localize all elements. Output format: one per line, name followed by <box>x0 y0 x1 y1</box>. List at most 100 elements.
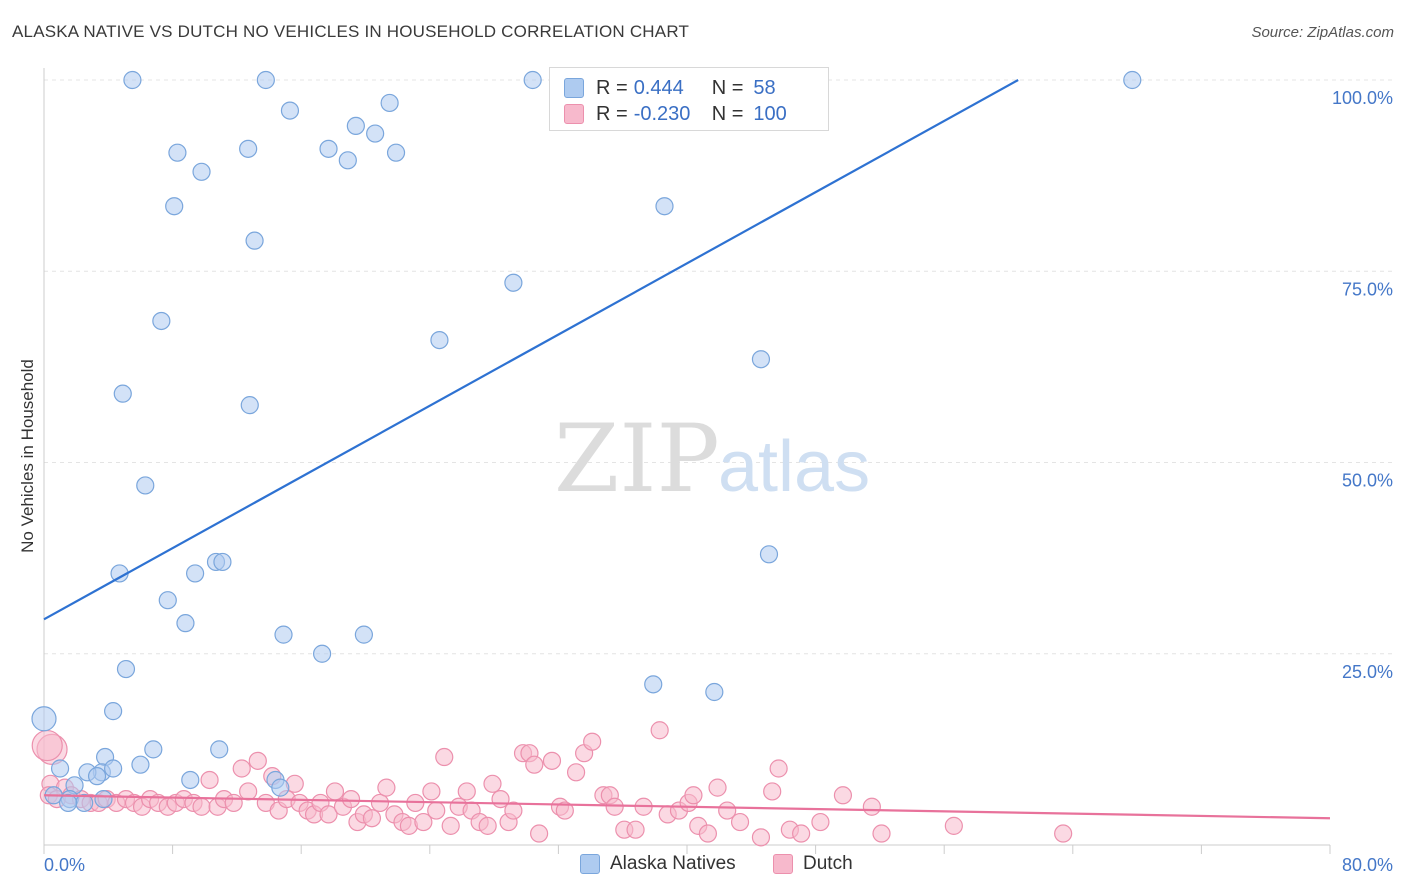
dutch-point <box>200 770 219 790</box>
alaska-natives-point <box>113 384 132 403</box>
alaska-natives-point <box>158 591 177 610</box>
source-credit: Source: ZipAtlas.com <box>1251 24 1394 41</box>
dutch-point <box>530 824 549 843</box>
alaska-natives-point <box>165 197 184 216</box>
grid-layer <box>44 79 1392 655</box>
legend-r-label: R = <box>596 102 628 125</box>
alaska-natives-point <box>176 614 195 633</box>
correlation-legend: R = 0.444 N = 58 R = -0.230 N = 100 <box>549 67 829 131</box>
dutch-point <box>478 816 497 835</box>
dutch-point <box>441 816 460 835</box>
alaska-natives-point <box>50 759 70 778</box>
series-label: Alaska Natives <box>610 853 736 874</box>
dutch-point <box>435 747 454 767</box>
dutch-point <box>192 797 211 816</box>
dutch-point <box>684 786 703 805</box>
alaska-natives-point <box>354 625 373 644</box>
alaska-natives-point <box>104 759 123 778</box>
dutch-point <box>325 782 345 801</box>
series-swatch-blue <box>580 854 600 874</box>
dutch-point <box>483 774 502 793</box>
alaska-natives-point <box>759 545 779 564</box>
dutch-point <box>751 828 771 847</box>
alaska-natives-point <box>144 740 163 759</box>
dutch-point <box>377 778 396 797</box>
alaska-natives-point <box>240 396 259 415</box>
alaska-natives-point <box>31 706 57 732</box>
alaska-natives-point <box>104 702 123 721</box>
alaska-natives-point <box>94 789 113 809</box>
legend-swatch-pink <box>564 104 584 124</box>
alaska-natives-point <box>239 139 258 158</box>
alaska-natives-point <box>210 740 229 759</box>
dutch-point <box>769 759 788 778</box>
alaska-natives-point <box>346 116 365 136</box>
dutch-point <box>944 816 963 835</box>
alaska-natives-point <box>280 101 300 120</box>
dutch-point <box>239 782 258 801</box>
dutch-point <box>605 797 624 816</box>
alaska-natives-point <box>751 350 771 369</box>
dutch-point <box>319 805 338 824</box>
series-legend-dutch[interactable]: Dutch <box>773 852 853 876</box>
alaska-natives-point <box>705 682 724 702</box>
alaska-natives-point <box>271 778 290 797</box>
dutch-point <box>862 797 881 816</box>
dutch-point <box>763 782 782 801</box>
alaska-natives-point <box>123 70 142 90</box>
alaska-natives-point <box>181 770 200 790</box>
alaska-natives-point <box>116 659 136 679</box>
dutch-point <box>811 812 830 832</box>
legend-n-value: 58 <box>753 76 776 99</box>
x-tick-label: 80.0% <box>1342 855 1393 875</box>
dutch-point <box>555 801 574 820</box>
dutch-point <box>566 763 586 782</box>
alaska-natives-trendline <box>43 79 1019 621</box>
dutch-point <box>362 809 382 828</box>
alaska-natives-point <box>168 143 187 162</box>
alaska-natives-point <box>256 70 275 90</box>
legend-swatch-blue <box>564 78 584 98</box>
legend-row-dutch: R = -0.230 N = 100 <box>564 102 787 126</box>
dutch-point <box>626 820 645 839</box>
dutch-point <box>542 751 562 770</box>
dutch-point <box>224 793 243 813</box>
dutch-point <box>698 824 717 843</box>
dutch-point <box>583 732 602 751</box>
alaska-natives-point <box>380 93 399 113</box>
dutch-point <box>341 789 361 809</box>
alaska-natives-point <box>655 197 674 216</box>
alaska-natives-point <box>338 151 357 170</box>
dutch-point <box>833 786 853 805</box>
series-legend-alaska-natives[interactable]: Alaska Natives <box>580 852 736 876</box>
y-tick-label: 100.0% <box>1332 88 1393 108</box>
dutch-point <box>232 759 251 778</box>
dutch-point <box>370 793 390 813</box>
alaska-natives-point <box>152 311 171 331</box>
alaska-natives-point <box>504 273 523 292</box>
alaska-natives-point <box>312 644 332 663</box>
watermark-atlas: atlas <box>718 427 870 507</box>
legend-r-value: -0.230 <box>633 102 691 125</box>
dutch-point <box>730 812 750 832</box>
alaska-natives-point <box>245 231 264 250</box>
watermark-zip: ZIP <box>554 405 720 514</box>
alaska-natives-point <box>59 793 78 813</box>
y-tick-label: 75.0% <box>1342 279 1393 299</box>
alaska-natives-point <box>523 70 542 90</box>
alaska-natives-point <box>192 162 211 181</box>
dutch-point <box>650 721 669 740</box>
dutch-point <box>457 782 476 801</box>
alaska-natives-point <box>386 143 406 162</box>
trend-lines <box>43 79 1331 820</box>
legend-r-value: 0.444 <box>633 76 684 99</box>
alaska-natives-point <box>87 767 107 786</box>
dutch-point <box>31 729 63 762</box>
dutch-trendline <box>43 794 1331 820</box>
y-tick-label: 25.0% <box>1342 662 1393 682</box>
alaska-natives-point <box>131 755 150 774</box>
dutch-point <box>422 782 441 801</box>
alaska-natives-point <box>319 139 338 158</box>
alaska-natives-point <box>274 625 293 644</box>
